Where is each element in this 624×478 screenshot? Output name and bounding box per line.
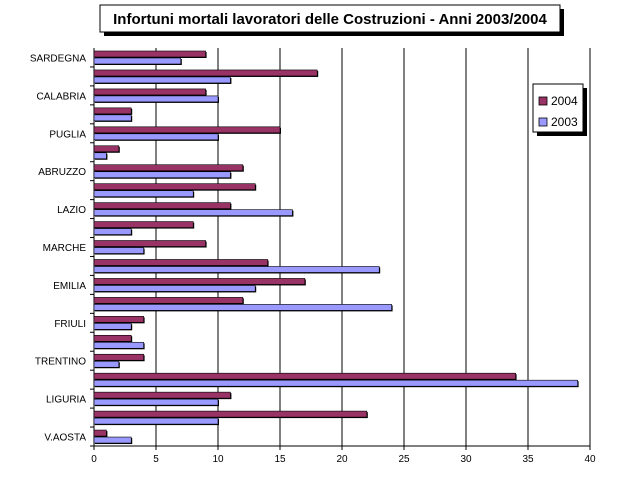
- bar-2004: [93, 316, 144, 323]
- bar-2003: [93, 228, 132, 235]
- bar-2003: [93, 360, 120, 368]
- chart-title-box: Infortuni mortali lavoratori delle Costr…: [99, 4, 564, 36]
- bar-2004: [93, 240, 206, 247]
- bar-2003: [93, 304, 392, 311]
- bar-2004: [93, 353, 144, 361]
- y-tick-label: MARCHE: [43, 243, 87, 254]
- legend-label-2003: 2003: [551, 115, 578, 129]
- legend: 2004 2003: [532, 83, 587, 136]
- y-tick-label: LIGURIA: [46, 395, 86, 406]
- plot-area: 0 5 10 15 20 25 30 35 40 V.AOSTA LIGURIA TRENTINO FR…: [30, 48, 596, 465]
- x-tick-label: 0: [91, 454, 97, 465]
- y-tick-label: SARDEGNA: [30, 53, 86, 64]
- legend-swatch-2003: [538, 117, 548, 127]
- x-tick-label: 5: [153, 454, 159, 465]
- y-tick-label: EMILIA: [53, 281, 86, 292]
- bar-2004: [93, 221, 194, 228]
- bar-2003: [93, 323, 132, 330]
- x-tick-label: 30: [460, 454, 472, 465]
- bar-2004: [93, 410, 368, 418]
- bar-2003: [93, 171, 231, 179]
- bar-2004: [93, 334, 132, 342]
- x-tick-label: 10: [212, 454, 224, 465]
- y-tick-label: FRIULI: [54, 319, 86, 330]
- bar-2003: [93, 152, 107, 160]
- bar-2004: [93, 202, 231, 209]
- bar-2004: [93, 126, 281, 134]
- bar-2003: [93, 379, 578, 387]
- y-tick-label: CALABRIA: [37, 91, 87, 102]
- y-tick-label: ABRUZZO: [38, 167, 86, 178]
- bar-2004: [93, 391, 231, 399]
- bar-2003: [93, 341, 144, 349]
- bar-2004: [93, 69, 318, 77]
- bar-2004: [93, 88, 206, 96]
- bar-2004: [93, 278, 306, 285]
- bar-2004: [93, 259, 268, 266]
- bar-2004: [93, 107, 132, 115]
- y-tick-label: V.AOSTA: [44, 433, 86, 444]
- bar-2003: [93, 114, 132, 122]
- bar-2003: [93, 285, 256, 292]
- bar-2003: [93, 76, 231, 84]
- bar-2003: [93, 57, 182, 65]
- x-tick-label: 40: [584, 454, 596, 465]
- bar-2003: [93, 436, 132, 444]
- bar-2004: [93, 164, 244, 172]
- x-tick-label: 20: [336, 454, 348, 465]
- bar-2003: [93, 247, 144, 254]
- bar-2003: [93, 266, 380, 273]
- y-tick-label: PUGLIA: [49, 129, 86, 140]
- bar-2004: [93, 183, 256, 190]
- bar-2003: [93, 417, 219, 425]
- bar-2003: [93, 190, 194, 197]
- chart-title: Infortuni mortali lavoratori delle Costr…: [113, 11, 547, 28]
- x-tick-label: 35: [522, 454, 534, 465]
- legend-label-2004: 2004: [551, 94, 578, 108]
- bar-2004: [93, 50, 206, 58]
- bar-2003: [93, 209, 293, 216]
- x-tick-label: 15: [274, 454, 286, 465]
- bar-2003: [93, 398, 219, 406]
- bar-2004: [93, 372, 516, 380]
- bar-2004: [93, 429, 107, 437]
- legend-swatch-2004: [538, 96, 548, 106]
- bar-2004: [93, 145, 120, 153]
- bar-2004: [93, 297, 244, 304]
- bar-2003: [93, 133, 219, 141]
- y-tick-label: TRENTINO: [35, 357, 86, 368]
- x-tick-label: 25: [398, 454, 410, 465]
- bar-2003: [93, 95, 219, 103]
- y-tick-label: LAZIO: [57, 205, 86, 216]
